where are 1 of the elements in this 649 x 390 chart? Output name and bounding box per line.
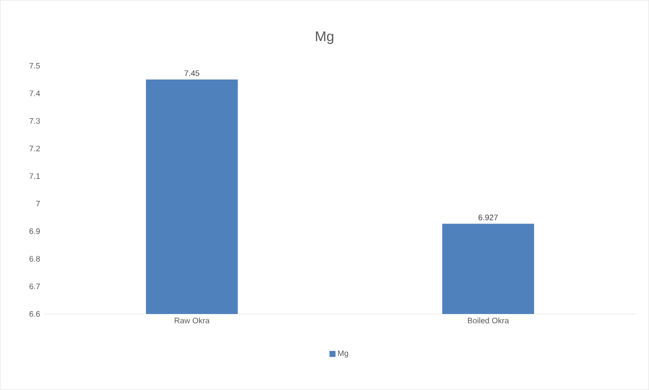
chart-title: Mg: [316, 32, 334, 44]
